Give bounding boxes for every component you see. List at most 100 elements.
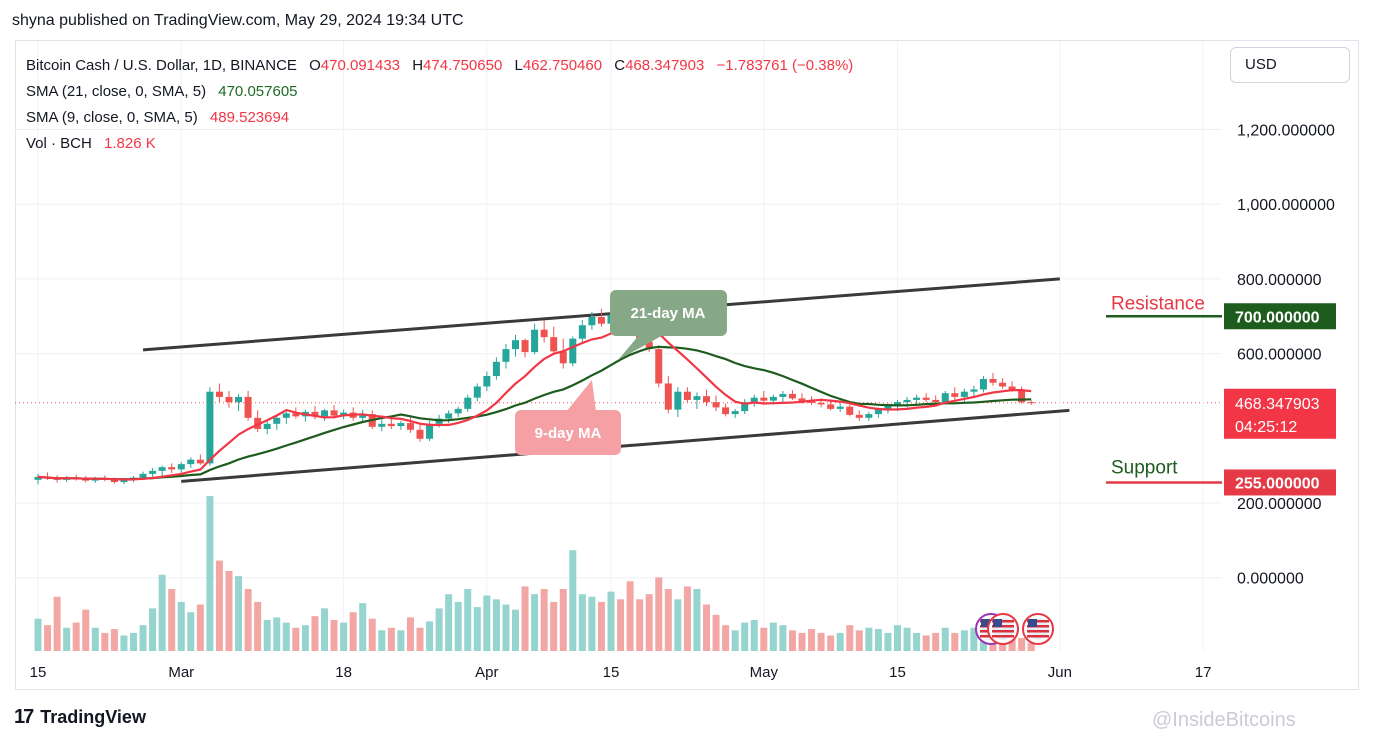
x-tick-label-4: 15 [603, 664, 620, 681]
candle-body-84 [836, 406, 844, 409]
candle-body-48 [492, 361, 500, 377]
volume-bar-0 [34, 618, 42, 651]
us-flag-icon-1 [987, 613, 1019, 645]
candle-body-64 [645, 341, 653, 350]
low-value: 462.750460 [522, 57, 603, 74]
volume-bar-6 [91, 627, 99, 651]
volume-bar-10 [130, 632, 137, 651]
volume-bar-23 [254, 601, 262, 651]
volume-bar-35 [368, 618, 376, 651]
candle-body-27 [292, 413, 300, 417]
support-text: Support [1111, 457, 1178, 478]
candle-body-54 [550, 337, 558, 352]
volume-bar-20 [225, 570, 233, 651]
volume-bar-86 [855, 630, 863, 651]
volume-value: 1.826 K [104, 135, 156, 152]
event-flags [975, 613, 1054, 645]
resistance-badge-text: 700.000000 [1235, 309, 1320, 326]
y-tick-label-4: 200.000000 [1237, 496, 1322, 513]
candle-body-21 [235, 396, 243, 403]
volume-bar-88 [874, 629, 882, 651]
volume-bar-33 [349, 612, 357, 651]
candle-body-40 [416, 429, 424, 439]
volume-bar-43 [445, 594, 453, 651]
candle-body-25 [273, 417, 281, 424]
lower-trendline [181, 408, 1070, 483]
sma9-label[interactable]: SMA (9, close, 0, SMA, 5) [26, 109, 198, 126]
volume-bar-55 [559, 589, 567, 651]
tradingview-logo-icon: 17 [14, 706, 34, 728]
volume-bar-19 [215, 560, 223, 651]
published-line: shyna published on TradingView.com, May … [12, 12, 464, 29]
us-flag-canton-0 [981, 619, 990, 627]
volume-bar-62 [626, 581, 634, 651]
candle-body-103 [1018, 389, 1026, 403]
candle-body-34 [359, 414, 367, 418]
sma21-label[interactable]: SMA (21, close, 0, SMA, 5) [26, 83, 207, 100]
volume-bar-11 [139, 625, 147, 651]
candle-body-99 [979, 378, 987, 390]
volume-bar-65 [655, 577, 663, 651]
volume-bar-64 [645, 594, 653, 651]
candle-body-75 [750, 397, 758, 403]
volume-label[interactable]: Vol · BCH [26, 135, 92, 152]
volume-bar-25 [273, 617, 281, 651]
us-flag-stripe-2-3 [1027, 635, 1049, 638]
ma21-callout-box [610, 290, 727, 336]
tradingview-logo[interactable]: 17 TradingView [14, 706, 146, 729]
candle-body-74 [741, 402, 749, 412]
candle-body-0 [34, 476, 42, 480]
watermark: @InsideBitcoins [1152, 709, 1296, 731]
candle-body-47 [483, 376, 491, 387]
ma9-callout-pointer [566, 380, 596, 412]
volume-bar-103 [1018, 638, 1026, 651]
volume-bar-1 [44, 625, 52, 651]
candle-body-22 [244, 396, 252, 418]
volume-bar-54 [550, 601, 558, 651]
volume-bar-42 [435, 608, 443, 651]
candle-body-90 [894, 402, 901, 406]
volume-bar-44 [454, 601, 462, 651]
volume-bars [34, 496, 1035, 651]
volume-bar-52 [531, 594, 539, 651]
candle-body-89 [884, 405, 892, 410]
candle-body-96 [951, 393, 959, 397]
volume-bar-74 [741, 622, 749, 651]
candle-body-5 [82, 479, 90, 481]
y-tick-label-5: 0.000000 [1237, 571, 1304, 588]
volume-bar-72 [722, 625, 730, 651]
volume-bar-13 [158, 574, 166, 651]
us-flag-stripe-2-0 [1027, 620, 1049, 623]
candle-body-58 [588, 316, 596, 326]
volume-bar-94 [932, 632, 940, 651]
volume-bar-12 [149, 608, 157, 651]
candle-body-49 [502, 349, 510, 362]
volume-bar-70 [703, 604, 710, 651]
volume-bar-38 [397, 630, 405, 651]
volume-bar-50 [512, 609, 519, 651]
us-flag-canton-1 [993, 619, 1002, 627]
x-tick-label-3: Apr [475, 664, 498, 681]
currency-button[interactable]: USD [1230, 47, 1350, 83]
volume-bar-91 [903, 627, 911, 651]
support-badge [1224, 469, 1336, 496]
candle-body-98 [970, 389, 978, 392]
candle-body-15 [177, 464, 185, 470]
time-axis: 15 Mar 18 Apr 15 May 15 Jun 17 [30, 664, 1212, 681]
volume-bar-41 [426, 621, 434, 651]
volume-bar-3 [63, 627, 71, 651]
candle-body-39 [406, 423, 414, 430]
volume-bar-31 [330, 620, 338, 651]
volume-bar-8 [110, 629, 118, 651]
symbol-label[interactable]: Bitcoin Cash / U.S. Dollar, 1D, BINANCE [26, 57, 297, 74]
candle-body-80 [798, 398, 806, 402]
candle-body-79 [788, 393, 796, 399]
us-flag-stripe-2-2 [1027, 630, 1049, 633]
volume-bar-56 [569, 550, 577, 651]
grid-lines [15, 41, 1222, 652]
volume-bar-84 [836, 632, 844, 651]
volume-bar-9 [120, 635, 128, 651]
ma9-callout-text: 9-day MA [535, 425, 602, 442]
x-tick-label-2: 18 [335, 664, 352, 681]
